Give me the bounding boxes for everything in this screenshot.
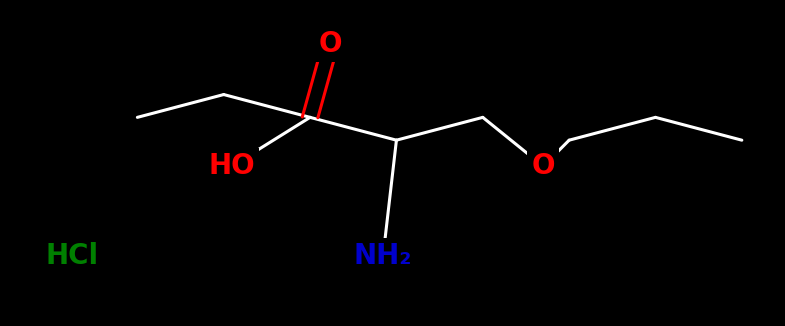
Text: O: O bbox=[531, 152, 555, 180]
Text: NH₂: NH₂ bbox=[354, 242, 412, 270]
Text: HO: HO bbox=[208, 152, 255, 180]
Text: HCl: HCl bbox=[46, 242, 99, 270]
Text: O: O bbox=[319, 30, 342, 58]
